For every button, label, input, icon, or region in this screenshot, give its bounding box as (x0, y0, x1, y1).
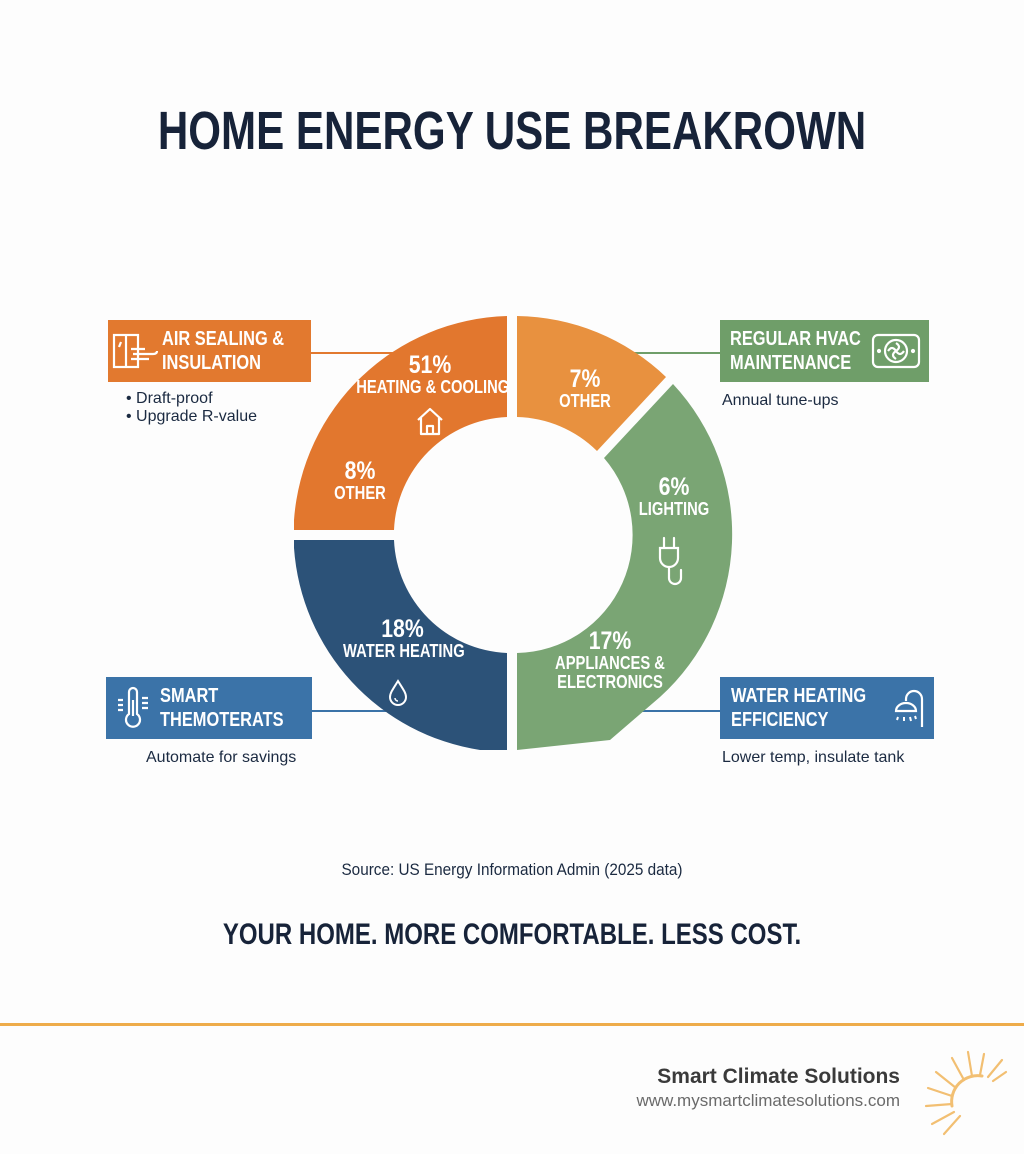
connector-air-sealing (310, 352, 405, 354)
hvac-note: Annual tune-ups (722, 392, 839, 409)
segment-lighting-appliances (517, 384, 733, 750)
connector-hvac (620, 352, 720, 354)
tip-smart-thermostats: SMART THEMOTERATS (106, 677, 312, 739)
water-heating-note: Lower temp, insulate tank (722, 749, 905, 766)
segment-label-other-top: 7% OTHER (559, 365, 611, 412)
thermometer-icon (106, 686, 160, 730)
source-note: Source: US Energy Information Admin (202… (341, 860, 683, 879)
plug-icon (658, 536, 683, 586)
water-drop-icon (388, 679, 408, 706)
segment-label-appliances: 17% APPLIANCES & ELECTRONICS (555, 627, 665, 693)
segment-label-other-left: 8% OTHER (334, 457, 386, 504)
tagline: YOUR HOME. MORE COMFORTABLE. LESS COST. (222, 918, 802, 951)
hvac-fan-icon (871, 333, 921, 369)
footer-divider (0, 1023, 1024, 1026)
segment-other-top (517, 316, 666, 451)
tip-hvac-maintenance: REGULAR HVAC MAINTENANCE (720, 320, 929, 382)
connector-thermostats (310, 710, 390, 712)
tip-air-sealing: AIR SEALING & INSULATION (108, 320, 311, 382)
segment-heating-cooling (294, 316, 507, 530)
brand-name: Smart Climate Solutions (657, 1065, 900, 1088)
shower-icon (882, 687, 928, 731)
house-icon (417, 407, 443, 436)
segment-label-water-heating: 18% WATER HEATING (343, 615, 465, 662)
connector-water-heating (640, 710, 720, 712)
sun-logo-icon (924, 1050, 1008, 1136)
segment-water-heating (294, 540, 507, 750)
brand-url[interactable]: www.mysmartclimatesolutions.com (636, 1091, 900, 1110)
thermostats-note: Automate for savings (146, 749, 297, 766)
segment-label-lighting: 6% LIGHTING (638, 473, 710, 520)
segment-label-heating-cooling: 51% HEATING & COOLING (356, 351, 510, 398)
tip-water-heating-efficiency: WATER HEATING EFFICIENCY (720, 677, 934, 739)
door-draft-icon (108, 331, 162, 371)
air-sealing-bullets: Draft-proof Upgrade R-value (126, 390, 257, 426)
page-title: HOME ENERGY USE BREAKROWN (157, 101, 867, 161)
